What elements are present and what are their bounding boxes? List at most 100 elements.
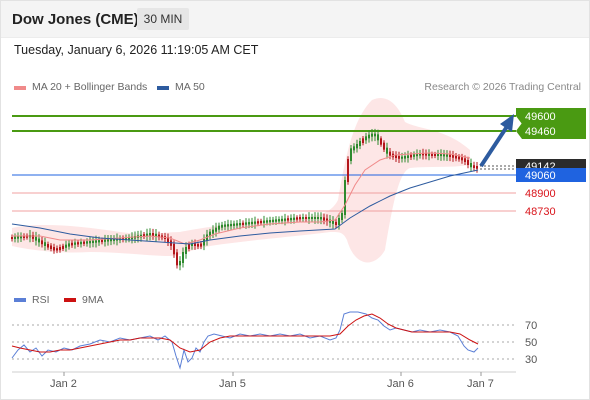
candle-body [254,221,256,224]
candle-body [296,217,298,220]
candle-body [293,217,295,220]
candle-body [209,231,211,237]
candle-body [215,227,217,232]
candle-body [125,237,127,240]
candle-body [449,154,451,157]
candle-body [275,219,277,222]
candle-body [146,233,148,237]
candle-body [284,218,286,221]
candle-body [74,242,76,245]
candle-body [218,225,220,230]
candle-body [356,144,358,149]
candle-body [473,165,475,168]
candle-body [149,233,151,236]
candle-body [203,239,205,246]
candle-body [419,153,421,156]
candle-body [122,237,124,240]
candle-body [20,236,22,239]
candle-body [38,238,40,243]
candle-body [44,242,46,246]
candle-body [173,243,175,255]
candle-body [272,219,274,222]
candle-body [443,154,445,157]
candle-body [89,241,91,244]
candle-body [167,237,169,243]
candle-body [92,240,94,243]
candle-body [410,154,412,158]
candle-body [257,221,259,224]
r1-label: 49460 [525,126,556,138]
ma50-line [11,169,479,245]
candle-body [401,156,403,159]
legend-rsi-ma: 9MA [82,294,104,306]
candle-body [359,141,361,146]
candle-body [41,240,43,245]
candle-body [395,155,397,158]
candle-body [50,245,52,249]
candle-body [107,239,109,242]
ma20-swatch-icon [14,86,26,90]
candle-body [14,236,16,239]
rsi-ma-swatch-icon [64,298,76,302]
candle-body [428,153,430,156]
forecast-arrow [479,123,510,168]
ma20-line [12,152,471,245]
candle-body [206,234,208,241]
candle-body [95,240,97,243]
candle-body [182,252,184,263]
candle-body [320,217,322,220]
x-label-jan2: Jan 2 [50,378,77,390]
rsi-swatch-icon [14,298,26,302]
candle-body [311,217,313,219]
candle-body [329,219,331,223]
bollinger-band [12,98,470,263]
candle-body [299,217,301,220]
candle-body [404,156,406,159]
candle-body [470,163,472,168]
rsi-axis-30: 30 [525,354,537,366]
candle-body [383,142,385,150]
candle-body [224,224,226,227]
copyright: Research © 2026 Trading Central [424,81,581,93]
candle-body [446,154,448,157]
candle-body [56,248,58,251]
candle-body [344,180,346,215]
candle-body [17,236,19,239]
legend-ma50: MA 50 [175,81,205,93]
pivot-tag [516,168,586,182]
candle-body [341,213,343,220]
candle-body [440,154,442,157]
candle-body [104,239,106,242]
s2-label: 48730 [525,206,556,218]
timeframe-button[interactable]: 30 MIN [137,8,189,30]
candle-body [386,147,388,154]
candle-body [416,153,418,157]
x-label-jan7: Jan 7 [467,378,494,390]
candle-body [86,241,88,244]
candle-body [362,138,364,143]
candle-body [287,218,289,221]
candle-body [425,153,427,156]
candle-body [461,157,463,161]
candle-body [65,244,67,248]
candle-body [377,134,379,141]
pivot-label: 49060 [525,170,556,182]
candle-body [77,242,79,245]
candle-body [152,233,154,236]
candle-body [350,148,352,161]
candle-body [68,243,70,247]
s1-label: 48900 [525,188,556,200]
candle-body [269,220,271,223]
candle-body [62,245,64,249]
candle-body [83,241,85,244]
rsi-axis-50: 50 [525,337,537,349]
candle-body [197,244,199,247]
candle-body [332,220,334,224]
ma50-swatch-icon [157,86,169,90]
candle-body [347,159,349,182]
candle-body [212,229,214,234]
candle-body [248,222,250,225]
candle-body [413,154,415,157]
candle-body [32,235,34,239]
candle-body [35,236,37,241]
